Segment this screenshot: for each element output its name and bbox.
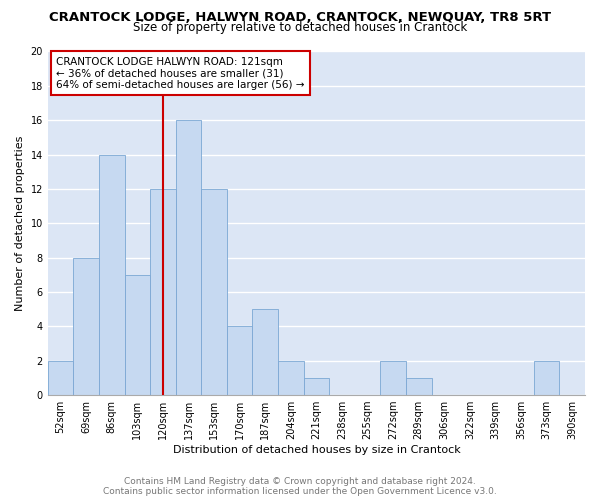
Bar bbox=[176, 120, 201, 395]
Bar bbox=[304, 378, 329, 395]
Bar bbox=[227, 326, 253, 395]
Text: CRANTOCK LODGE HALWYN ROAD: 121sqm
← 36% of detached houses are smaller (31)
64%: CRANTOCK LODGE HALWYN ROAD: 121sqm ← 36%… bbox=[56, 56, 304, 90]
Y-axis label: Number of detached properties: Number of detached properties bbox=[15, 136, 25, 311]
X-axis label: Distribution of detached houses by size in Crantock: Distribution of detached houses by size … bbox=[173, 445, 460, 455]
Text: Contains HM Land Registry data © Crown copyright and database right 2024.
Contai: Contains HM Land Registry data © Crown c… bbox=[103, 476, 497, 496]
Bar bbox=[125, 275, 150, 395]
Bar bbox=[201, 189, 227, 395]
Bar bbox=[150, 189, 176, 395]
Bar bbox=[406, 378, 431, 395]
Bar bbox=[253, 309, 278, 395]
Bar bbox=[534, 360, 559, 395]
Bar bbox=[73, 258, 99, 395]
Bar bbox=[99, 154, 125, 395]
Bar bbox=[380, 360, 406, 395]
Text: CRANTOCK LODGE, HALWYN ROAD, CRANTOCK, NEWQUAY, TR8 5RT: CRANTOCK LODGE, HALWYN ROAD, CRANTOCK, N… bbox=[49, 11, 551, 24]
Bar bbox=[48, 360, 73, 395]
Bar bbox=[278, 360, 304, 395]
Text: Size of property relative to detached houses in Crantock: Size of property relative to detached ho… bbox=[133, 22, 467, 35]
